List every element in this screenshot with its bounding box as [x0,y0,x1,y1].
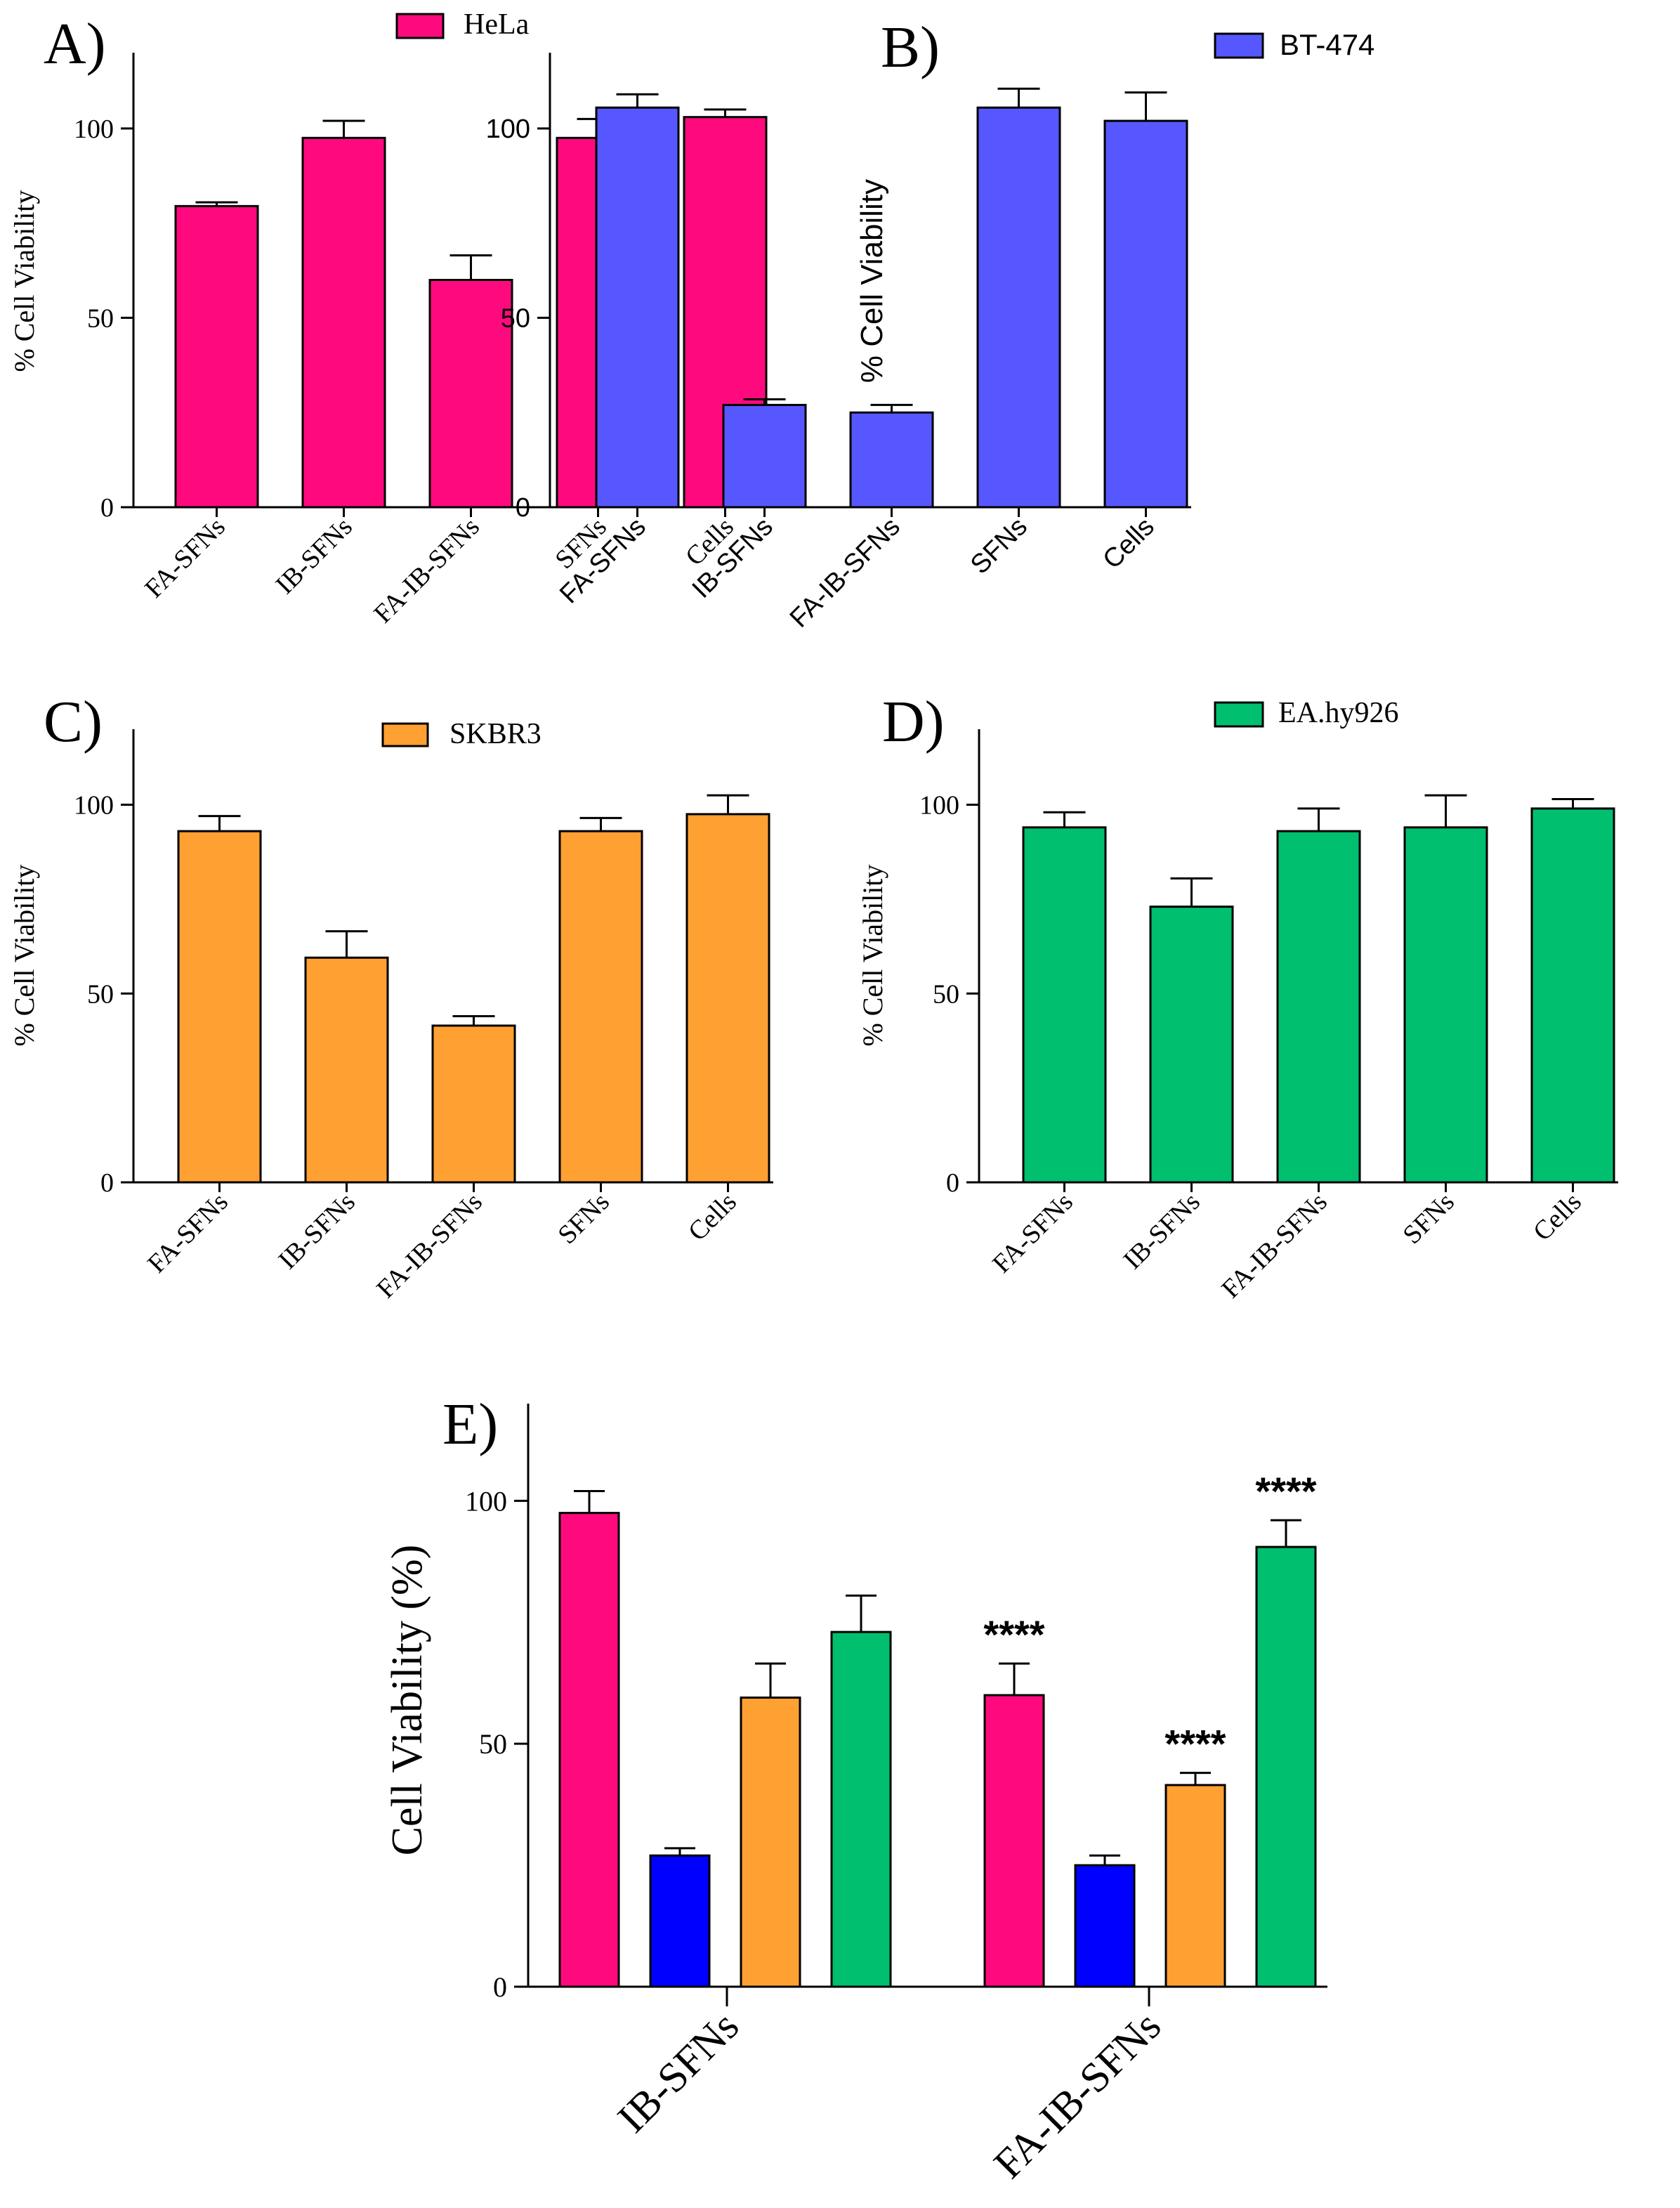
y-axis-title: % Cell Viability [855,179,889,383]
bar [740,1696,801,1988]
bar [558,830,643,1184]
y-tick-label: 0 [516,493,530,523]
bar [830,1631,892,1988]
bar [976,106,1061,509]
bar [649,1854,711,1988]
panel-label: A) [44,11,106,77]
y-tick-label: 100 [486,115,530,144]
significance-mark: **** [983,1612,1044,1657]
legend-label: BT-474 [1280,28,1374,61]
x-tick-label: FA-IB-SFNs [368,512,485,629]
significance-mark: **** [1164,1722,1226,1766]
y-tick-label: 50 [933,979,959,1009]
x-tick-label: IB-SFNs [1118,1187,1206,1275]
bar [174,204,259,509]
x-tick-label: FA-SFNs [139,512,231,604]
y-tick-label: 0 [946,1168,959,1198]
bar [428,279,513,509]
bar [983,1694,1045,1988]
bar [1276,830,1361,1184]
legend-swatch [395,13,445,39]
y-axis-title: Cell Viability (%) [383,1545,431,1856]
legend-swatch [1214,32,1264,59]
bar [1074,1864,1136,1988]
legend-label: HeLa [464,8,530,41]
y-tick-label: 50 [501,303,530,333]
bar [1022,826,1107,1184]
bar [1403,826,1488,1184]
x-tick-label: FA-SFNs [987,1187,1079,1279]
legend-label: EA.hy926 [1278,697,1399,729]
x-tick-label: SFNs [965,512,1033,580]
y-tick-label: 100 [74,791,114,821]
x-tick-label: FA-SFNs [142,1187,234,1279]
bar [558,1512,620,1988]
bar [1530,807,1615,1184]
y-axis-title: % Cell Viability [857,864,888,1046]
bar [1255,1546,1317,1988]
bar [431,1024,516,1184]
legend-label: SKBR3 [449,718,542,750]
x-tick-label: Cells [1097,512,1160,575]
bar [722,403,807,509]
x-tick-label: IB-SFNs [270,512,358,600]
bar [301,136,386,509]
y-tick-label: 100 [74,115,114,144]
x-tick-label: IB-SFNs [609,2003,748,2142]
y-axis-title: % Cell Viability [8,864,40,1046]
bar [849,411,934,509]
bar [177,830,262,1184]
x-tick-label: FA-IB-SFNs [985,2003,1169,2188]
legend-swatch [381,722,429,747]
panel-label: D) [882,689,945,754]
bar [1103,119,1188,509]
bar [685,813,770,1184]
y-tick-label: 100 [465,1485,507,1517]
significance-mark: **** [1255,1469,1316,1513]
x-tick-label: FA-IB-SFNs [1216,1187,1333,1305]
y-tick-label: 50 [87,979,114,1009]
bar [304,956,389,1184]
y-tick-label: 0 [100,493,114,523]
x-tick-label: Cells [683,1187,742,1247]
y-axis-title: % Cell Viability [8,190,40,372]
x-tick-label: SFNs [1397,1187,1459,1250]
legend-swatch [1214,701,1264,728]
panel-label: B) [881,15,940,80]
panel-label: C) [44,689,103,754]
bar [1149,906,1234,1184]
x-tick-label: FA-IB-SFNs [785,512,906,634]
bar [1164,1784,1226,1988]
y-tick-label: 100 [919,791,959,821]
bar [595,106,680,509]
y-tick-label: 0 [100,1168,114,1198]
y-tick-label: 0 [493,1971,507,2003]
panel-label: E) [442,1392,498,1457]
x-tick-label: Cells [1528,1187,1587,1247]
y-tick-label: 50 [479,1728,507,1760]
x-tick-label: IB-SFNs [273,1187,361,1275]
y-tick-label: 50 [87,303,114,333]
x-tick-label: SFNs [552,1187,615,1250]
x-tick-label: FA-IB-SFNs [371,1187,488,1305]
